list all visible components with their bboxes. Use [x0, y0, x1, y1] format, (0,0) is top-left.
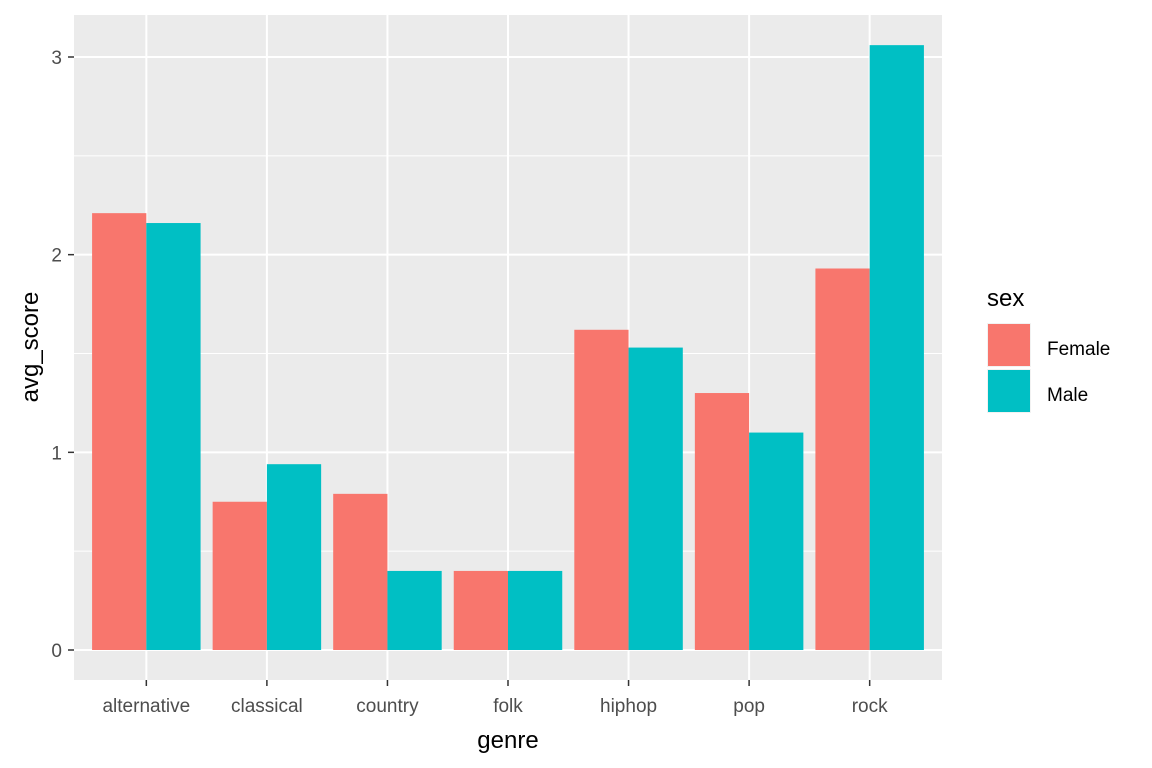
bar-female-alternative: [92, 213, 147, 650]
bar-male-pop: [749, 432, 804, 650]
bar-male-hiphop: [628, 347, 683, 650]
bar-female-country: [333, 493, 388, 650]
bars: [92, 45, 924, 651]
legend-label-male: Male: [1047, 385, 1088, 406]
bar-male-country: [387, 570, 442, 650]
x-axis-title: genre: [477, 727, 538, 754]
x-tick-label: classical: [231, 696, 303, 717]
bar-male-classical: [266, 464, 322, 650]
bar-female-folk: [453, 570, 508, 650]
y-tick-label: 2: [51, 246, 62, 267]
legend-label-female: Female: [1047, 339, 1110, 360]
legend-swatch-male: [988, 370, 1030, 412]
legend-swatch-female: [988, 324, 1030, 366]
y-tick-label: 0: [51, 641, 62, 662]
bar-male-rock: [869, 45, 924, 650]
x-tick-label: rock: [852, 696, 888, 717]
y-axis-title: avg_score: [17, 292, 44, 403]
legend: sex Female Male: [987, 285, 1110, 413]
bar-female-hiphop: [574, 329, 629, 650]
bar-female-rock: [815, 268, 870, 650]
x-tick-label: alternative: [102, 696, 190, 717]
legend-title: sex: [987, 285, 1024, 312]
bar-female-classical: [212, 501, 267, 650]
x-tick-label: folk: [493, 696, 523, 717]
x-tick-label: country: [356, 696, 419, 717]
x-tick-label: hiphop: [600, 696, 657, 717]
x-axis-ticks: alternative classical country folk hiphop pop…: [102, 680, 888, 717]
bar-female-pop: [694, 393, 750, 650]
y-tick-label: 3: [51, 48, 62, 69]
bar-male-folk: [508, 570, 563, 650]
bar-male-alternative: [146, 223, 201, 651]
legend-items: Female Male: [987, 323, 1110, 413]
y-axis-ticks: 0 1 2 3: [51, 48, 74, 662]
x-tick-label: pop: [733, 696, 765, 717]
y-tick-label: 1: [51, 443, 62, 464]
